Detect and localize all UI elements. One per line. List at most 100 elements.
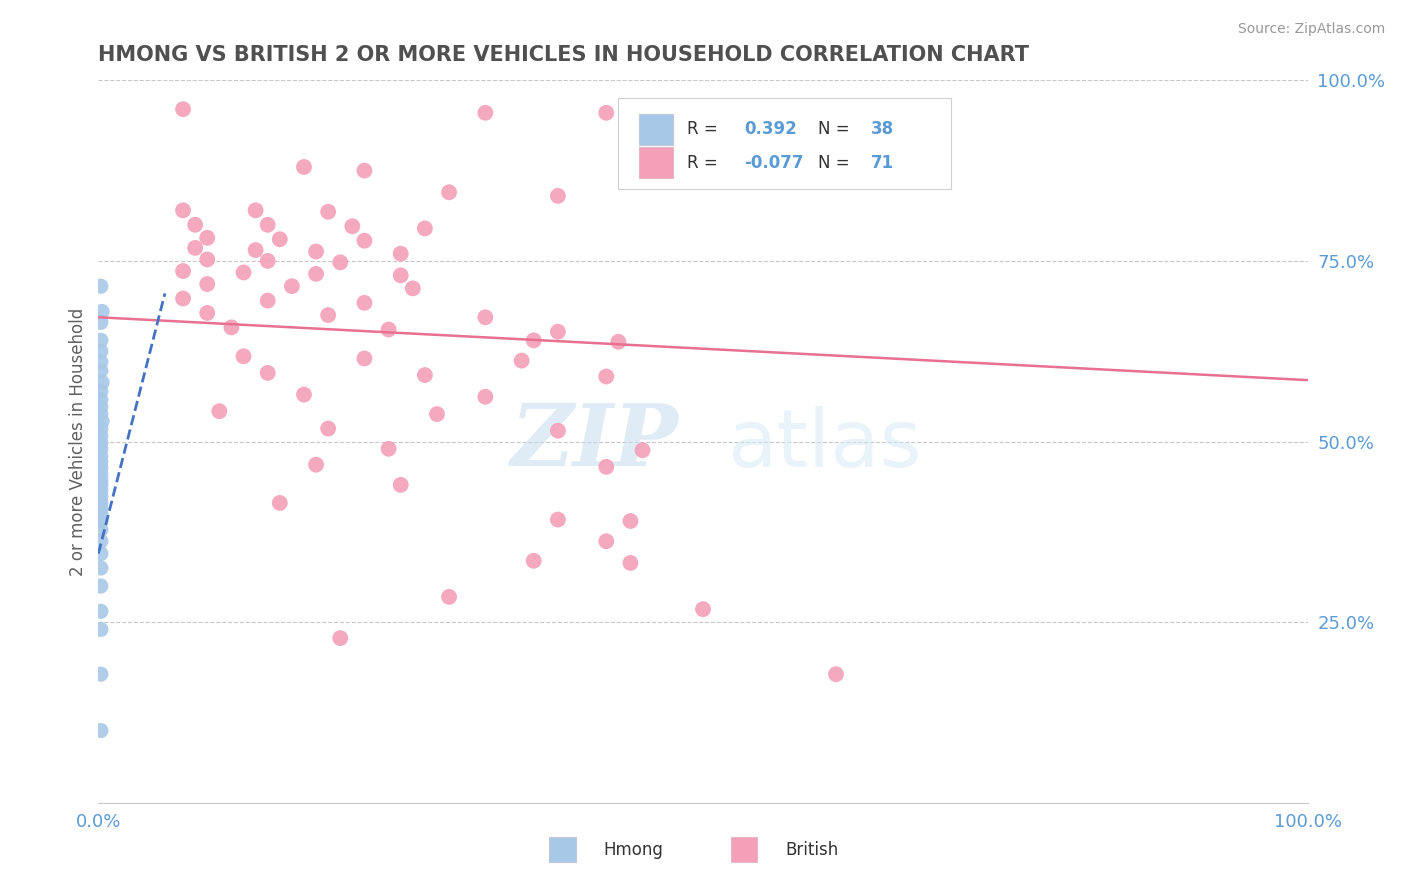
Text: atlas: atlas: [727, 406, 921, 484]
Text: 38: 38: [872, 120, 894, 138]
Point: [547, 512, 569, 526]
Point: [90, 279, 112, 293]
Point: [316, 308, 339, 322]
Point: [172, 203, 194, 218]
Point: [426, 407, 449, 421]
Point: [353, 163, 375, 178]
Point: [90, 455, 112, 469]
Point: [232, 349, 254, 363]
Point: [329, 631, 352, 645]
Point: [292, 160, 315, 174]
Point: [256, 253, 278, 268]
FancyBboxPatch shape: [619, 98, 950, 189]
Point: [281, 279, 304, 293]
Point: [353, 234, 375, 248]
Point: [90, 473, 112, 487]
Point: [208, 404, 231, 418]
Text: R =: R =: [688, 153, 723, 171]
Point: [232, 265, 254, 279]
Point: [195, 231, 218, 245]
Point: [292, 387, 315, 401]
Text: R =: R =: [688, 120, 723, 138]
Point: [90, 467, 112, 481]
Point: [402, 281, 425, 295]
FancyBboxPatch shape: [731, 837, 758, 863]
Point: [90, 429, 112, 443]
Point: [342, 219, 364, 234]
Point: [90, 495, 112, 509]
Point: [595, 459, 617, 474]
Point: [269, 496, 291, 510]
Text: 0.392: 0.392: [744, 120, 797, 138]
Point: [523, 554, 546, 568]
Point: [825, 667, 848, 681]
Text: British: British: [785, 841, 838, 859]
Point: [595, 105, 617, 120]
Point: [90, 355, 112, 369]
Point: [474, 390, 496, 404]
Point: [90, 604, 112, 618]
Point: [595, 534, 617, 549]
Point: [90, 449, 112, 463]
Point: [90, 315, 112, 329]
Point: [437, 186, 460, 200]
Point: [90, 392, 112, 407]
Point: [353, 295, 375, 310]
Point: [90, 561, 112, 575]
Point: [316, 204, 339, 219]
Point: [90, 490, 112, 504]
Point: [305, 267, 328, 281]
Text: 71: 71: [872, 153, 894, 171]
Point: [221, 320, 243, 334]
Text: -0.077: -0.077: [744, 153, 804, 171]
Point: [90, 623, 112, 637]
Point: [692, 602, 714, 616]
Point: [195, 252, 218, 267]
Point: [547, 325, 569, 339]
Text: HMONG VS BRITISH 2 OR MORE VEHICLES IN HOUSEHOLD CORRELATION CHART: HMONG VS BRITISH 2 OR MORE VEHICLES IN H…: [98, 45, 1029, 65]
Point: [90, 407, 112, 421]
Point: [256, 366, 278, 380]
Point: [245, 243, 267, 257]
Point: [90, 667, 112, 681]
Point: [90, 501, 112, 516]
Point: [547, 189, 569, 203]
FancyBboxPatch shape: [550, 837, 576, 863]
Point: [195, 306, 218, 320]
Point: [90, 421, 112, 435]
Text: Hmong: Hmong: [603, 841, 664, 859]
Point: [256, 218, 278, 232]
Point: [184, 241, 207, 255]
Text: N =: N =: [818, 120, 855, 138]
Point: [90, 478, 112, 492]
Point: [91, 304, 114, 318]
FancyBboxPatch shape: [638, 114, 673, 145]
Point: [595, 369, 617, 384]
Point: [245, 203, 267, 218]
Point: [474, 310, 496, 325]
Point: [90, 723, 112, 738]
Point: [305, 458, 328, 472]
Point: [607, 334, 630, 349]
Text: Source: ZipAtlas.com: Source: ZipAtlas.com: [1237, 22, 1385, 37]
Point: [90, 436, 112, 450]
Point: [523, 334, 546, 348]
Text: N =: N =: [818, 153, 855, 171]
Point: [90, 523, 112, 537]
Point: [90, 334, 112, 348]
Point: [90, 442, 112, 456]
Point: [90, 547, 112, 561]
Point: [619, 514, 641, 528]
Point: [353, 351, 375, 366]
Point: [269, 232, 291, 246]
Point: [90, 507, 112, 521]
Point: [91, 414, 114, 428]
FancyBboxPatch shape: [638, 147, 673, 178]
Point: [90, 344, 112, 359]
Point: [377, 442, 399, 456]
Point: [90, 460, 112, 475]
Point: [90, 579, 112, 593]
Point: [413, 368, 436, 382]
Text: ZIP: ZIP: [510, 400, 679, 483]
Point: [256, 293, 278, 308]
